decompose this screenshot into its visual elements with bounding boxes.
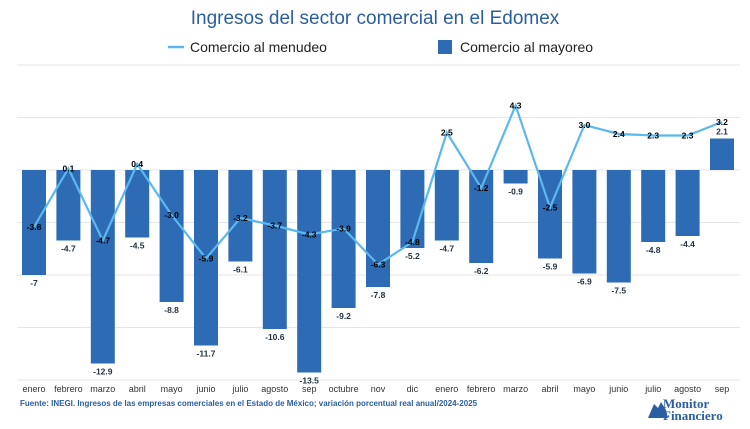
bar <box>606 170 631 283</box>
line-label: -3.7 <box>267 221 282 231</box>
line-label: 2.3 <box>682 131 694 141</box>
x-tick-label: enero <box>22 384 45 394</box>
line-label: -4.8 <box>405 237 420 247</box>
x-tick-label: sep <box>302 384 317 394</box>
line-label: 0.4 <box>131 159 143 169</box>
logo-line2: Financiero <box>663 408 723 423</box>
bar <box>434 170 459 241</box>
line-label: -4.3 <box>302 230 317 240</box>
bar <box>90 170 115 364</box>
bar <box>297 170 322 373</box>
bar-label: -4.7 <box>61 244 76 254</box>
line-label: -3.9 <box>336 224 351 234</box>
menudeo-line <box>33 102 723 266</box>
bar <box>400 170 425 248</box>
legend-bar-swatch <box>438 40 452 54</box>
bar-label: -4.8 <box>646 245 661 255</box>
bar-label: -9.2 <box>336 311 351 321</box>
bar-label: -12.9 <box>93 367 113 377</box>
line-label: -3.8 <box>27 222 42 232</box>
line-label: 3.0 <box>578 120 590 130</box>
line-label: 0.1 <box>62 164 74 174</box>
x-tick-label: mayo <box>573 384 595 394</box>
bar <box>710 138 734 170</box>
source-note: Fuente: INEGI. Ingresos de las empresas … <box>20 399 478 408</box>
x-tick-label: julio <box>644 384 661 394</box>
bar-label: 2.1 <box>716 127 728 137</box>
line-label: 2.4 <box>613 129 625 139</box>
line-label: -3.2 <box>233 213 248 223</box>
legend-mayoreo: Comercio al mayoreo <box>460 39 593 55</box>
bar <box>675 170 700 236</box>
line-label: -5.9 <box>199 254 214 264</box>
x-tick-label: julio <box>231 384 248 394</box>
bar-label: -10.6 <box>265 332 285 342</box>
x-tick-label: marzo <box>503 384 528 394</box>
x-tick-label: mayo <box>161 384 183 394</box>
x-tick-label: agosto <box>261 384 288 394</box>
bar <box>22 170 46 275</box>
bar-label: -13.5 <box>300 376 320 386</box>
x-tick-label: febrero <box>54 384 83 394</box>
x-tick-label: junio <box>195 384 215 394</box>
x-tick-label: agosto <box>674 384 701 394</box>
line-label: -3.0 <box>164 210 179 220</box>
legend-menudeo: Comercio al menudeo <box>190 39 327 55</box>
x-tick-label: enero <box>435 384 458 394</box>
bar-label: -5.2 <box>405 251 420 261</box>
line-series: -3.8 0.1 -4.7 0.4 -3.0 -5.9 -3.2 -3.7 -4.3 -3.9 -6… <box>27 101 729 270</box>
x-tick-label: octubre <box>329 384 359 394</box>
x-tick-label: junio <box>608 384 628 394</box>
line-label: -4.7 <box>95 236 110 246</box>
bar <box>56 170 81 241</box>
bar <box>572 170 597 274</box>
x-tick-label: febrero <box>467 384 496 394</box>
line-label: 3.2 <box>716 117 728 127</box>
bar <box>503 170 528 184</box>
x-tick-label: abril <box>129 384 146 394</box>
bar-label: -7 <box>30 278 38 288</box>
bar <box>262 170 287 329</box>
x-tick-label: nov <box>371 384 386 394</box>
line-label: -2.5 <box>543 203 558 213</box>
line-label: 2.3 <box>647 131 659 141</box>
x-axis-ticks: enero febrero marzo abril mayo junio julio agos… <box>22 384 729 394</box>
x-tick-label: abril <box>541 384 558 394</box>
bar-label: -5.9 <box>543 262 558 272</box>
bar <box>366 170 390 287</box>
bar-label: -4.5 <box>130 241 145 251</box>
bar <box>159 170 184 302</box>
bar <box>641 170 666 242</box>
bar-label: -0.9 <box>508 187 523 197</box>
bar-label: -11.7 <box>197 349 216 359</box>
bar-label: -7.5 <box>611 286 626 296</box>
bar-label: -7.8 <box>371 290 386 300</box>
chart-title: Ingresos del sector comercial en el Edom… <box>191 8 560 29</box>
bar-label: -6.2 <box>474 266 489 276</box>
logo-line1: Monitor <box>663 396 709 411</box>
bar <box>228 170 253 262</box>
bar-label: -6.9 <box>577 277 592 287</box>
x-tick-label: sep <box>715 384 730 394</box>
bar-label: -4.7 <box>439 244 454 254</box>
bull-icon <box>648 402 668 418</box>
x-tick-label: dic <box>407 384 419 394</box>
legend: Comercio al menudeo Comercio al mayoreo <box>168 39 593 55</box>
logo: Monitor Financiero <box>648 396 723 423</box>
line-label: 2.5 <box>441 128 453 138</box>
line-label: 4.3 <box>510 101 522 111</box>
x-tick-label: marzo <box>90 384 115 394</box>
bars: -7 -4.7 -12.9 -4.5 -8.8 -11.7 -6.1 -10.6 -13.5 -9… <box>22 127 734 386</box>
bar-label: -8.8 <box>164 305 179 315</box>
bar-label: -4.4 <box>680 239 695 249</box>
line-label: -1.2 <box>474 183 489 193</box>
bar <box>331 170 356 308</box>
bar-label: -6.1 <box>233 265 248 275</box>
line-label: -6.3 <box>371 260 386 270</box>
